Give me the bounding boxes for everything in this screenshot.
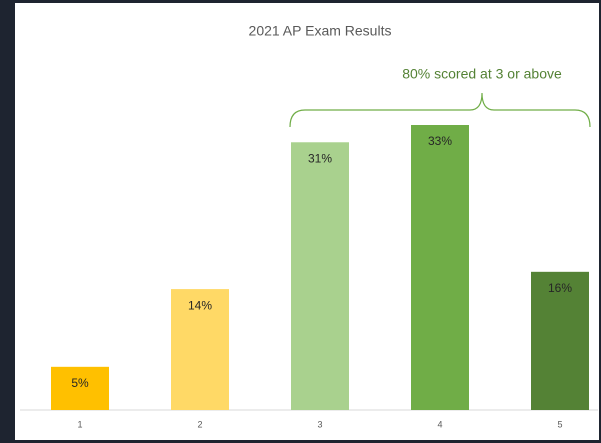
bar <box>51 366 109 410</box>
x-tick-label: 1 <box>77 419 82 429</box>
data-label: 31% <box>308 151 332 165</box>
bar <box>411 125 469 410</box>
x-tick-label: 2 <box>197 419 202 429</box>
brace <box>289 92 591 128</box>
data-label: 5% <box>71 376 89 390</box>
x-tick-label: 3 <box>317 419 322 429</box>
data-label: 16% <box>548 281 572 295</box>
bar <box>291 142 349 411</box>
bar <box>531 271 589 410</box>
annotation: 80% scored at 3 or above <box>402 66 562 82</box>
x-tick-label: 4 <box>437 419 442 429</box>
data-label: 33% <box>428 134 452 148</box>
bar <box>171 289 229 410</box>
x-tick-label: 5 <box>557 419 562 429</box>
data-label: 14% <box>188 298 212 312</box>
chart-title: 2021 AP Exam Results <box>249 23 392 39</box>
